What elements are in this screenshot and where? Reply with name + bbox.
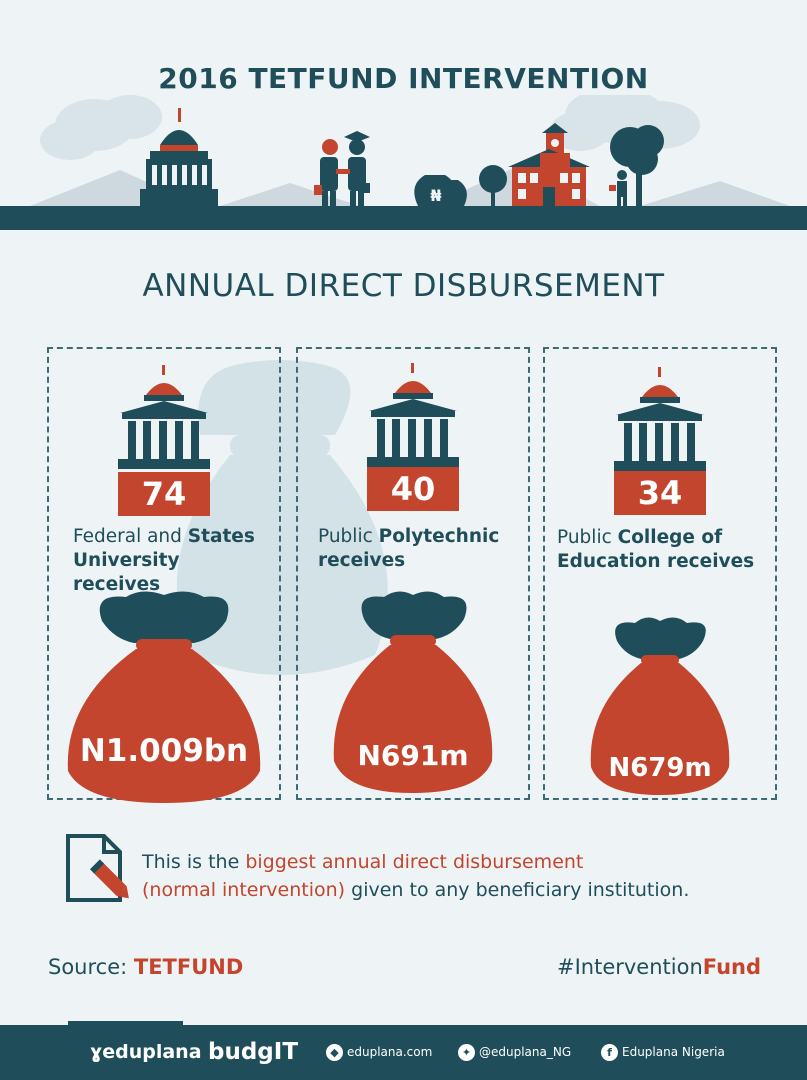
naira-symbol: ₦ (430, 186, 441, 205)
card-university: 74 Federal and States University receives… (47, 347, 281, 803)
hashtag: #InterventionFund (556, 955, 761, 979)
infographic-title: 2016 TETFUND INTERVENTION (158, 62, 649, 95)
capitol-building-icon (140, 108, 218, 206)
disbursement-amount: N1.009bn (79, 733, 249, 769)
institution-count: 34 (614, 471, 706, 515)
eduplana-logo[interactable]: ɣeduplana (90, 1041, 202, 1063)
disbursement-note: This is the biggest annual direct disbur… (142, 851, 690, 901)
institution-label: Public Polytechnic receives (318, 526, 500, 571)
document-pencil-icon (66, 834, 129, 902)
eduplana-mark-icon: ɣ (90, 1041, 103, 1063)
school-building-icon (508, 123, 590, 206)
disbursement-amount: N691m (357, 739, 469, 772)
money-bag-icon (590, 617, 730, 795)
student-icon (609, 170, 627, 206)
facebook-icon: f (601, 1044, 618, 1061)
cloud-icon (40, 95, 700, 160)
source-credit: Source: TETFUND (48, 955, 244, 979)
footer-bar: ɣeduplana budgIT ◆ eduplana.com ✦ @eduplan… (0, 1021, 807, 1080)
twitter-icon: ✦ (458, 1044, 475, 1061)
money-bag-icon: ₦ (414, 175, 467, 206)
institution-building-icon (367, 363, 459, 467)
money-bag-icon (67, 591, 261, 803)
website-link[interactable]: ◆ eduplana.com (326, 1025, 432, 1080)
institution-building-icon (118, 365, 210, 469)
globe-icon: ◆ (326, 1044, 343, 1061)
section-title: ANNUAL DIRECT DISBURSEMENT (142, 268, 665, 304)
tree-icon (479, 165, 507, 206)
money-bag-icon (333, 591, 493, 793)
disbursement-amount: N679m (608, 753, 712, 783)
twitter-link[interactable]: ✦ @eduplana_NG (458, 1025, 571, 1080)
footer-tab (68, 1021, 183, 1025)
institution-label: Federal and States University receives (73, 526, 255, 595)
card-polytechnic: 40 Public Polytechnic receives N691m (296, 347, 530, 800)
budgit-logo[interactable]: budgIT (208, 1039, 299, 1065)
institution-count: 74 (118, 472, 210, 516)
ground-bar (0, 206, 807, 230)
institution-building-icon (614, 367, 706, 471)
big-tree-icon (610, 125, 664, 206)
skyline-illustration: ₦ (30, 95, 790, 206)
institution-count: 40 (367, 467, 459, 511)
card-college-of-education: 34 Public College of Education receives N… (543, 347, 777, 800)
institution-label: Public College of Education receives (557, 527, 755, 572)
handshake-people-icon (314, 131, 370, 206)
facebook-link[interactable]: f Eduplana Nigeria (601, 1025, 725, 1080)
background-money-bag-icon (176, 360, 388, 675)
